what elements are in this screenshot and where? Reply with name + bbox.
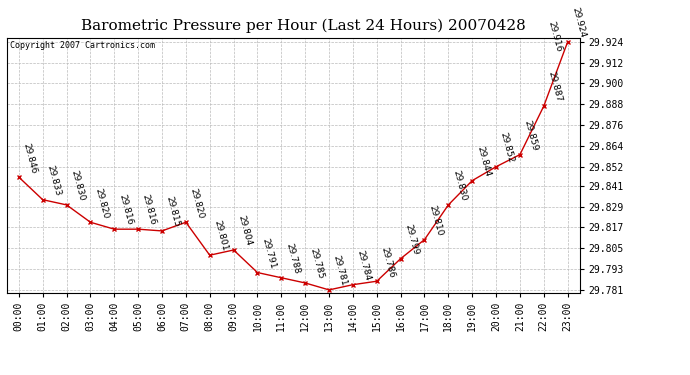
Text: 29.916: 29.916 — [546, 20, 564, 53]
Text: Copyright 2007 Cartronics.com: Copyright 2007 Cartronics.com — [10, 41, 155, 50]
Text: 29.887: 29.887 — [546, 70, 564, 103]
Text: 29.785: 29.785 — [308, 248, 325, 280]
Text: 29.924: 29.924 — [571, 6, 587, 39]
Text: 29.781: 29.781 — [332, 254, 348, 287]
Text: 29.844: 29.844 — [475, 146, 492, 178]
Text: 29.799: 29.799 — [404, 223, 420, 256]
Text: 29.810: 29.810 — [427, 204, 444, 237]
Text: 29.816: 29.816 — [117, 194, 134, 226]
Text: 29.788: 29.788 — [284, 242, 301, 275]
Text: 29.815: 29.815 — [165, 195, 181, 228]
Text: 29.846: 29.846 — [21, 142, 39, 174]
Text: 29.816: 29.816 — [141, 194, 158, 226]
Text: 29.786: 29.786 — [380, 246, 396, 279]
Text: 29.804: 29.804 — [237, 214, 253, 247]
Text: 29.784: 29.784 — [355, 249, 373, 282]
Text: Barometric Pressure per Hour (Last 24 Hours) 20070428: Barometric Pressure per Hour (Last 24 Ho… — [81, 19, 526, 33]
Text: 29.833: 29.833 — [46, 164, 62, 197]
Text: 29.791: 29.791 — [260, 237, 277, 270]
Text: 29.830: 29.830 — [69, 170, 86, 202]
Text: 29.801: 29.801 — [213, 220, 229, 252]
Text: 29.859: 29.859 — [523, 119, 540, 152]
Text: 29.820: 29.820 — [93, 187, 110, 219]
Text: 29.820: 29.820 — [188, 187, 206, 219]
Text: 29.852: 29.852 — [499, 131, 515, 164]
Text: 29.830: 29.830 — [451, 170, 468, 202]
